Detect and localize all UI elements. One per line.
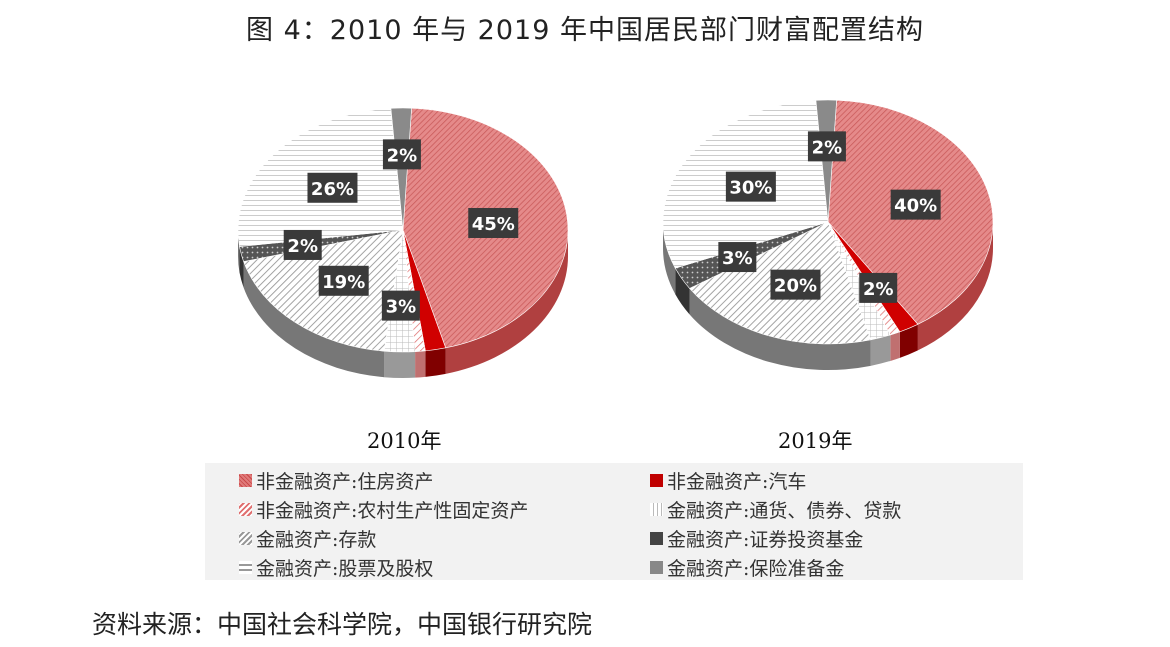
pie-side-3 xyxy=(384,351,416,378)
legend-swatch xyxy=(650,532,663,545)
data-label: 2% xyxy=(287,236,318,257)
legend-item: 金融资产:保险准备金 xyxy=(650,554,844,581)
pie-2019: 40% 2% 20% 3% 30% 2% xyxy=(662,99,994,370)
pie-side-5 xyxy=(239,246,244,288)
pie-side-1 xyxy=(899,324,918,358)
legend-swatch xyxy=(650,503,663,516)
legend: 非金融资产:住房资产 非金融资产:汽车 非金融资产:农村生产性固定资产 金融资产… xyxy=(205,463,1023,580)
pie-side-2 xyxy=(415,350,426,378)
pie-side-6 xyxy=(663,222,676,295)
legend-item: 非金融资产:农村生产性固定资产 xyxy=(239,496,528,523)
pie-side-4 xyxy=(243,261,385,378)
data-label-box xyxy=(770,269,821,300)
source-note: 资料来源：中国社会科学院，中国银行研究院 xyxy=(92,610,593,639)
legend-swatch xyxy=(239,561,252,574)
data-label: 3% xyxy=(386,297,417,318)
data-label-box xyxy=(283,229,322,260)
data-label: 30% xyxy=(729,178,772,199)
pie-title-2019: 2019年 xyxy=(778,429,853,453)
legend-label: 金融资产:股票及股权 xyxy=(256,558,434,580)
legend-label: 金融资产:通货、债券、贷款 xyxy=(667,500,902,522)
legend-label: 金融资产:证券投资基金 xyxy=(667,529,864,551)
legend-label: 非金融资产:农村生产性固定资产 xyxy=(256,500,529,522)
data-label: 2% xyxy=(812,137,843,158)
pie-side-0 xyxy=(445,230,568,374)
legend-swatch xyxy=(239,532,252,545)
legend-label: 非金融资产:住房资产 xyxy=(256,471,434,493)
legend-label: 金融资产:存款 xyxy=(256,529,377,551)
data-label: 3% xyxy=(722,248,753,269)
data-label: 19% xyxy=(322,272,365,293)
figure-title: 图 4：2010 年与 2019 年中国居民部门财富配置结构 xyxy=(246,15,924,46)
legend-item: 金融资产:存款 xyxy=(239,525,376,552)
pie-side-4 xyxy=(689,288,871,370)
data-label-box xyxy=(718,242,757,273)
data-label-box xyxy=(468,207,519,238)
data-label-box xyxy=(725,171,776,202)
data-label: 40% xyxy=(894,196,937,217)
data-label: 20% xyxy=(774,276,817,297)
pie-charts: 45%3%19%2%26%2% 40%2%20%3%30%2% xyxy=(237,99,994,378)
legend-item: 非金融资产:住房资产 xyxy=(239,467,433,494)
data-label-box xyxy=(382,139,421,170)
legend-swatch xyxy=(650,561,663,574)
legend-swatch xyxy=(239,503,252,516)
legend-item: 金融资产:通货、债券、贷款 xyxy=(650,496,901,523)
legend-item: 金融资产:证券投资基金 xyxy=(650,525,863,552)
pie-side-1 xyxy=(425,347,446,377)
data-label-box xyxy=(307,172,358,203)
pie-side-5 xyxy=(675,268,690,315)
pie-side-0 xyxy=(917,222,993,351)
pie-title-2010: 2010年 xyxy=(367,429,442,453)
data-label-box xyxy=(318,265,369,296)
data-label-box xyxy=(807,131,846,162)
legend-item: 非金融资产:汽车 xyxy=(650,467,806,494)
data-label: 26% xyxy=(311,179,354,200)
data-label: 2% xyxy=(863,279,894,300)
data-label-box xyxy=(890,189,941,220)
legend-swatch xyxy=(650,474,663,487)
pie-side-3 xyxy=(870,334,891,366)
data-label: 2% xyxy=(387,145,418,166)
data-label-box xyxy=(859,272,898,303)
legend-item: 金融资产:股票及股权 xyxy=(239,554,433,581)
pie-2010: 45%3%19%2%26%2% xyxy=(237,107,569,378)
data-label: 45% xyxy=(472,214,515,235)
legend-swatch xyxy=(239,474,252,487)
legend-label: 金融资产:保险准备金 xyxy=(667,558,845,580)
pie-side-2 xyxy=(890,331,900,361)
legend-label: 非金融资产:汽车 xyxy=(667,471,807,493)
data-label-box xyxy=(381,290,420,321)
